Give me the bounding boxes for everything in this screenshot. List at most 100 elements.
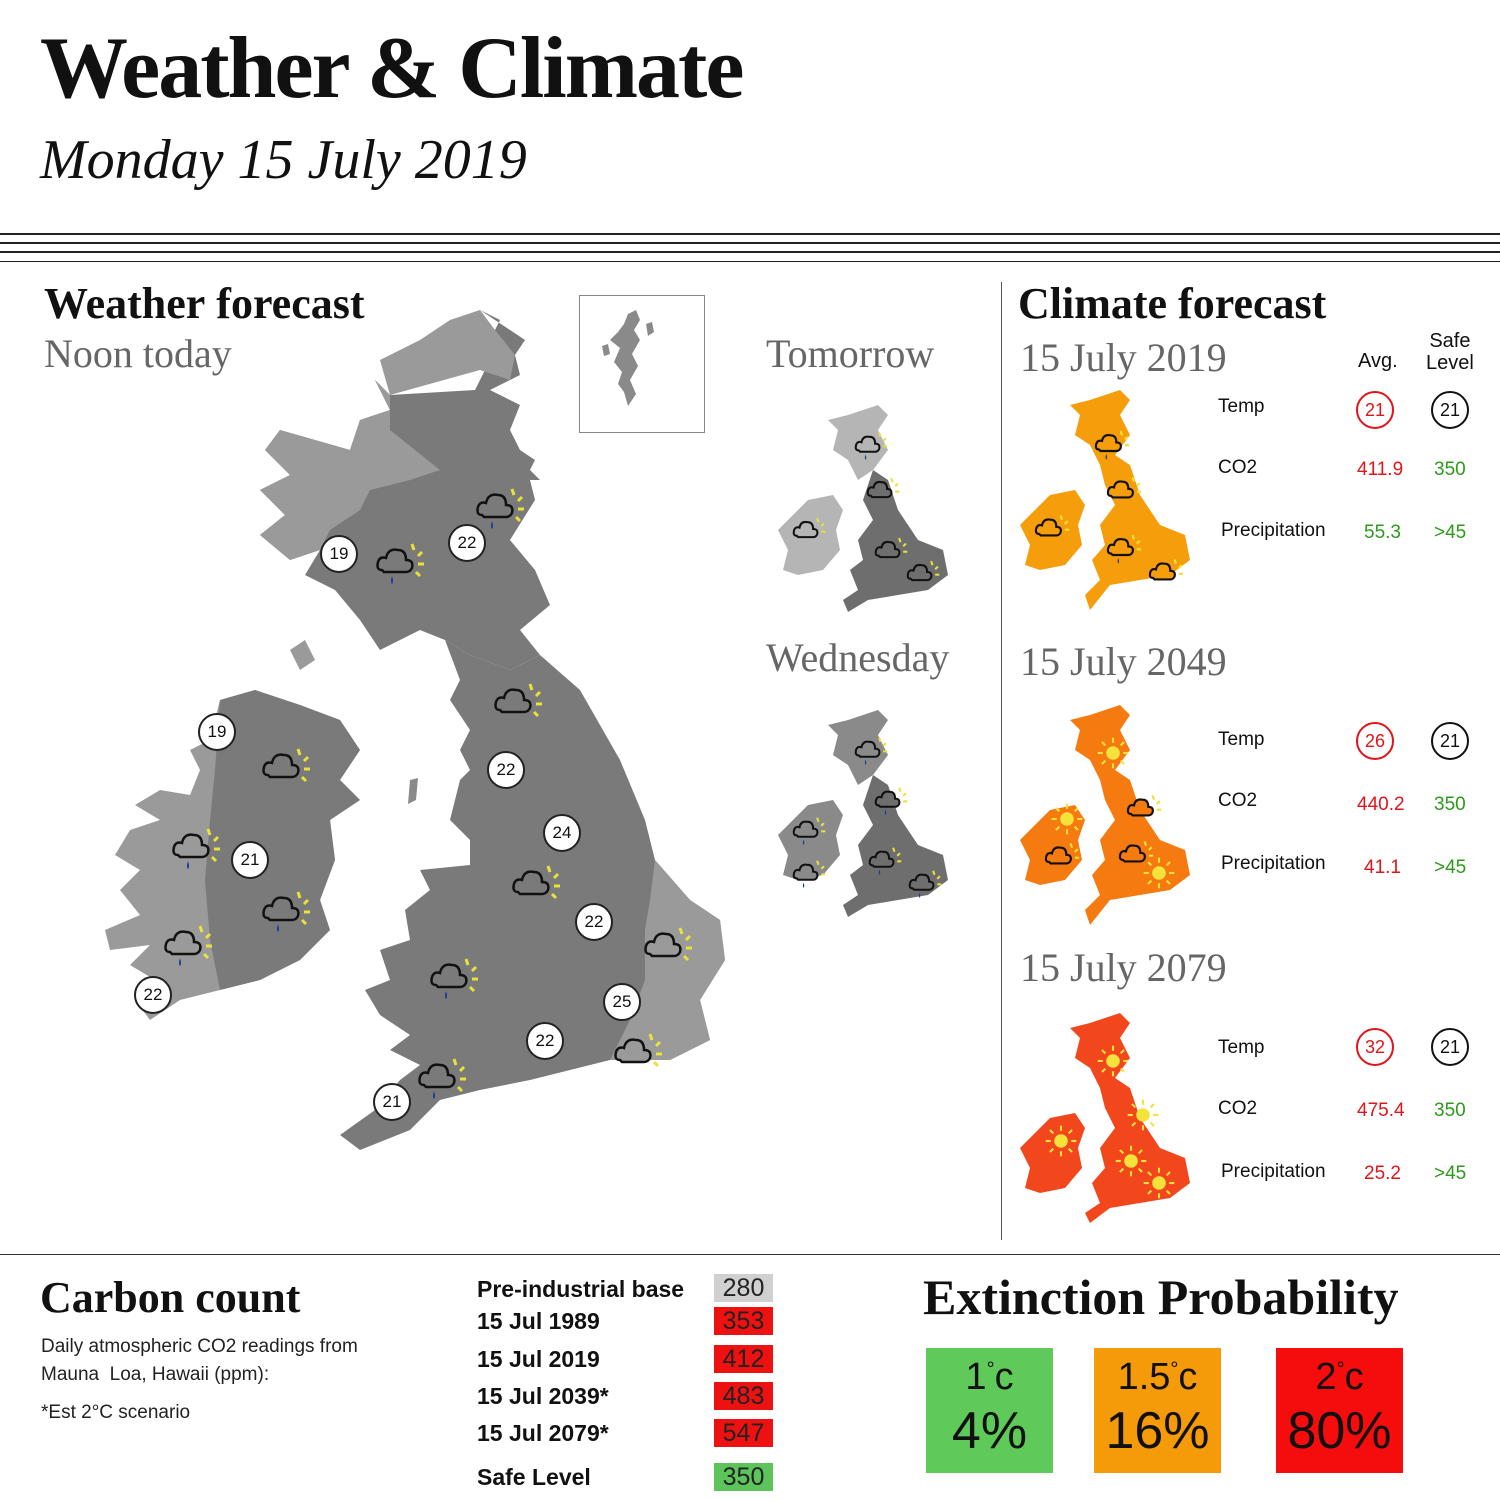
carbon-row-label: 15 Jul 2019 — [477, 1346, 600, 1372]
temp-label: Temp — [1218, 396, 1265, 417]
cloud-rain-sun-icon — [418, 1058, 466, 1099]
extinction-box-1-5c: 1.5°c 16% — [1094, 1348, 1221, 1473]
sun-icon — [1143, 857, 1175, 889]
cloud-rain-sun-icon — [476, 488, 524, 529]
co2-safe-value: 350 — [1434, 1100, 1466, 1121]
extinction-probability-title: Extinction Probability — [923, 1269, 1399, 1325]
cloud-rain-sun-icon — [868, 847, 902, 875]
temp-safe-value: 21 — [1431, 722, 1469, 760]
sun-icon — [1115, 1145, 1147, 1177]
carbon-row-label: Pre-industrial base — [477, 1276, 685, 1302]
cloud-sun-icon — [614, 1033, 662, 1068]
cloud-rain-sun-icon — [430, 958, 478, 999]
page-date: Monday 15 July 2019 — [40, 129, 527, 191]
cloud-rain-sun-icon — [792, 860, 826, 888]
climate-forecast-title: Climate forecast — [1018, 279, 1327, 328]
cloud-rain-sun-icon — [172, 828, 220, 869]
cloud-sun-icon — [874, 537, 908, 559]
sun-icon — [1045, 1125, 1077, 1157]
temp-marker: 22 — [526, 1022, 564, 1060]
cloud-rain-sun-icon — [854, 432, 888, 460]
co2-label: CO2 — [1218, 790, 1258, 811]
carbon-row-value: 547 — [714, 1419, 773, 1447]
cloud-sun-icon — [494, 683, 542, 718]
cloud-sun-icon — [792, 517, 826, 539]
cloud-rain-sun-icon — [854, 737, 888, 765]
cloud-sun-icon — [906, 560, 940, 582]
cloud-sun-icon — [1118, 841, 1154, 863]
temp-marker: 22 — [134, 976, 172, 1014]
carbon-description-2: Mauna Loa, Hawaii (ppm): — [41, 1364, 270, 1385]
extinction-temp: 1°c — [965, 1356, 1014, 1398]
extinction-box-1c: 1°c 4% — [926, 1348, 1053, 1473]
carbon-description-1: Daily atmospheric CO2 readings from — [41, 1336, 358, 1357]
co2-label: CO2 — [1218, 457, 1258, 478]
header-rule-1 — [0, 233, 1500, 235]
co2-avg-value: 475.4 — [1357, 1100, 1405, 1121]
temp-safe-value: 21 — [1431, 391, 1469, 429]
scenario-date: 15 July 2049 — [1020, 639, 1227, 684]
climate-map-2079 — [1020, 1013, 1190, 1223]
co2-avg-value: 411.9 — [1357, 459, 1404, 480]
temp-marker: 21 — [373, 1083, 411, 1121]
cloud-rain-sun-icon — [1106, 534, 1142, 564]
temp-marker: 19 — [198, 713, 236, 751]
avg-column-header: Avg. — [1358, 350, 1398, 372]
temp-marker: 21 — [231, 841, 269, 879]
page-title: Weather & Climate — [40, 20, 744, 117]
cloud-sun-icon — [1044, 843, 1080, 865]
temp-marker: 25 — [603, 983, 641, 1021]
cloud-sun-icon — [866, 477, 900, 499]
precip-safe-value: >45 — [1434, 522, 1467, 543]
header-rule-3 — [0, 251, 1500, 253]
cloud-rain-sun-icon — [164, 925, 212, 966]
carbon-row-label: Safe Level — [477, 1464, 591, 1490]
scenario-date: 15 July 2019 — [1020, 335, 1227, 380]
temp-label: Temp — [1218, 729, 1265, 750]
scenario-date: 15 July 2079 — [1020, 945, 1227, 990]
extinction-percent: 16% — [1105, 1402, 1210, 1460]
extinction-percent: 4% — [951, 1402, 1028, 1460]
climate-map-2049 — [1020, 705, 1190, 925]
temp-safe-value: 21 — [1431, 1028, 1469, 1066]
cloud-rain-sun-icon — [376, 543, 424, 584]
co2-safe-value: 350 — [1434, 794, 1466, 815]
sun-icon — [1051, 803, 1083, 835]
weather-subtitle: Noon today — [44, 331, 232, 376]
sun-icon — [1127, 1099, 1159, 1131]
cloud-rain-sun-icon — [1094, 430, 1130, 460]
sun-icon — [1097, 737, 1129, 769]
precip-avg-value: 41.1 — [1364, 857, 1401, 878]
precip-safe-value: >45 — [1434, 1163, 1467, 1184]
wednesday-label: Wednesday — [766, 635, 950, 680]
cloud-sun-icon — [262, 748, 310, 783]
extinction-temp: 1.5°c — [1117, 1356, 1198, 1398]
temp-avg-value: 32 — [1356, 1028, 1394, 1066]
carbon-note: *Est 2°C scenario — [41, 1402, 191, 1423]
carbon-row-value: 350 — [714, 1463, 773, 1491]
carbon-row-value: 412 — [714, 1345, 773, 1373]
temp-avg-value: 26 — [1356, 722, 1394, 760]
carbon-row-value: 280 — [714, 1274, 773, 1302]
temp-marker: 22 — [487, 751, 525, 789]
carbon-count-title: Carbon count — [40, 1273, 301, 1322]
co2-safe-value: 350 — [1434, 459, 1466, 480]
shetland-inset — [579, 295, 705, 433]
section-divider — [1001, 282, 1002, 1240]
precipitation-label: Precipitation — [1221, 520, 1326, 541]
precip-avg-value: 25.2 — [1364, 1163, 1401, 1184]
header-rule-4 — [0, 261, 1500, 262]
header-rule-2 — [0, 242, 1500, 244]
bottom-rule — [0, 1254, 1500, 1255]
precipitation-label: Precipitation — [1221, 853, 1326, 874]
precip-safe-value: >45 — [1434, 857, 1467, 878]
carbon-row-value: 353 — [714, 1307, 773, 1335]
carbon-row-label: 15 Jul 2079* — [477, 1420, 609, 1446]
cloud-sun-icon — [1148, 559, 1184, 581]
weather-forecast-title: Weather forecast — [44, 279, 365, 328]
cloud-rain-sun-icon — [874, 787, 908, 815]
cloud-sun-icon — [1106, 477, 1142, 499]
temp-marker: 19 — [320, 535, 358, 573]
sun-icon — [1143, 1167, 1175, 1199]
shetland-map — [602, 310, 654, 406]
